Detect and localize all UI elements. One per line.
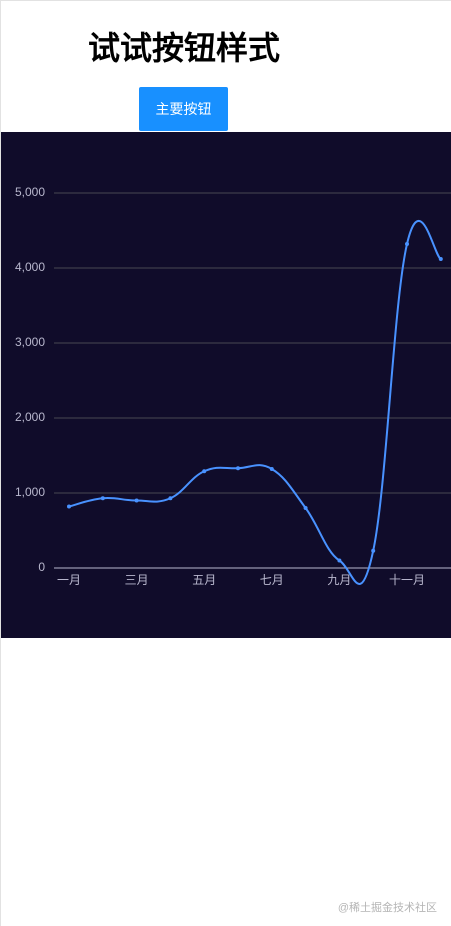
chart: 0 1,000 2,000 3,000 4,000 5,000 一月 三月 五月 七月 九月 十一月	[1, 132, 451, 638]
y-tick-label: 1,000	[15, 485, 45, 499]
y-tick-label: 4,000	[15, 260, 45, 274]
point	[168, 496, 173, 501]
x-tick-label: 九月	[327, 573, 351, 587]
point	[236, 466, 240, 471]
x-tick-label: 一月	[57, 573, 81, 587]
heading: 试试按钮样式	[87, 30, 280, 66]
y-tick-label: 3,000	[15, 335, 45, 349]
point	[303, 506, 308, 510]
point	[67, 504, 71, 509]
watermark: @稀土掘金技术社区	[337, 902, 437, 914]
point	[134, 498, 139, 503]
primary-button[interactable]: 主要按钮	[139, 87, 228, 131]
line	[68, 220, 442, 585]
x-tick-label: 五月	[192, 573, 216, 587]
point	[269, 467, 274, 471]
y-tick-label: 2,000	[15, 410, 45, 424]
x-tick-label: 三月	[125, 573, 149, 587]
point	[202, 469, 207, 474]
chart-background	[1, 132, 451, 638]
point	[371, 548, 376, 553]
point	[100, 496, 105, 501]
point	[438, 257, 443, 261]
x-tick-label: 十一月	[389, 573, 425, 587]
y-tick-label: 5,000	[15, 185, 45, 199]
y-tick-label: 0	[38, 560, 45, 574]
point	[337, 558, 342, 563]
point	[405, 242, 409, 246]
x-tick-label: 七月	[260, 573, 284, 587]
